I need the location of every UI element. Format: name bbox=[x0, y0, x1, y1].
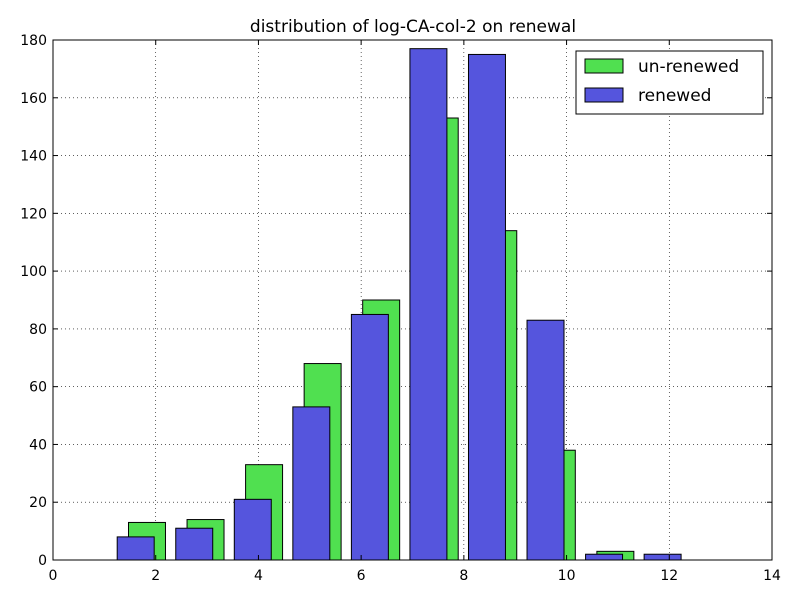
x-tick-label: 6 bbox=[357, 568, 366, 584]
grid-lines bbox=[53, 40, 772, 560]
y-tick-label: 0 bbox=[38, 553, 47, 569]
x-tick-label: 2 bbox=[151, 568, 160, 584]
bar-renewed-5 bbox=[409, 48, 448, 561]
bar-renewed-9 bbox=[643, 553, 682, 561]
bar-renewed-0 bbox=[116, 536, 155, 561]
bar-renewed-7 bbox=[526, 319, 565, 561]
y-tick-label: 140 bbox=[20, 149, 47, 165]
x-tick-label: 12 bbox=[660, 568, 678, 584]
y-tick-label: 60 bbox=[29, 380, 47, 396]
bar-renewed-6 bbox=[467, 53, 506, 561]
plot-frame bbox=[52, 39, 773, 561]
x-tick-label: 10 bbox=[558, 568, 576, 584]
x-tick-label: 4 bbox=[254, 568, 263, 584]
y-tick-label: 180 bbox=[20, 33, 47, 49]
chart-title: distribution of log-CA-col-2 on renewal bbox=[250, 17, 576, 37]
x-tick-label: 0 bbox=[49, 568, 58, 584]
y-tick-label: 160 bbox=[20, 91, 47, 107]
bar-renewed-2 bbox=[233, 498, 272, 561]
y-tick-label: 40 bbox=[29, 437, 47, 453]
bars bbox=[116, 48, 682, 561]
y-tick-label: 80 bbox=[29, 322, 47, 338]
legend-label-renewed: renewed bbox=[638, 86, 711, 106]
bar-renewed-3 bbox=[292, 406, 331, 561]
bar-renewed-4 bbox=[350, 313, 389, 561]
y-tick-label: 20 bbox=[29, 495, 47, 511]
y-tick-label: 120 bbox=[20, 206, 47, 222]
y-tick-label: 100 bbox=[20, 264, 47, 280]
legend-swatch-un-renewed bbox=[584, 58, 624, 74]
legend: un-renewed renewed bbox=[575, 50, 764, 115]
legend-label-un-renewed: un-renewed bbox=[638, 57, 739, 77]
x-tick-label: 14 bbox=[763, 568, 781, 584]
bar-renewed-1 bbox=[175, 527, 214, 561]
x-tick-label: 8 bbox=[459, 568, 468, 584]
bar-renewed-8 bbox=[585, 553, 624, 561]
legend-swatch-renewed bbox=[584, 87, 624, 103]
